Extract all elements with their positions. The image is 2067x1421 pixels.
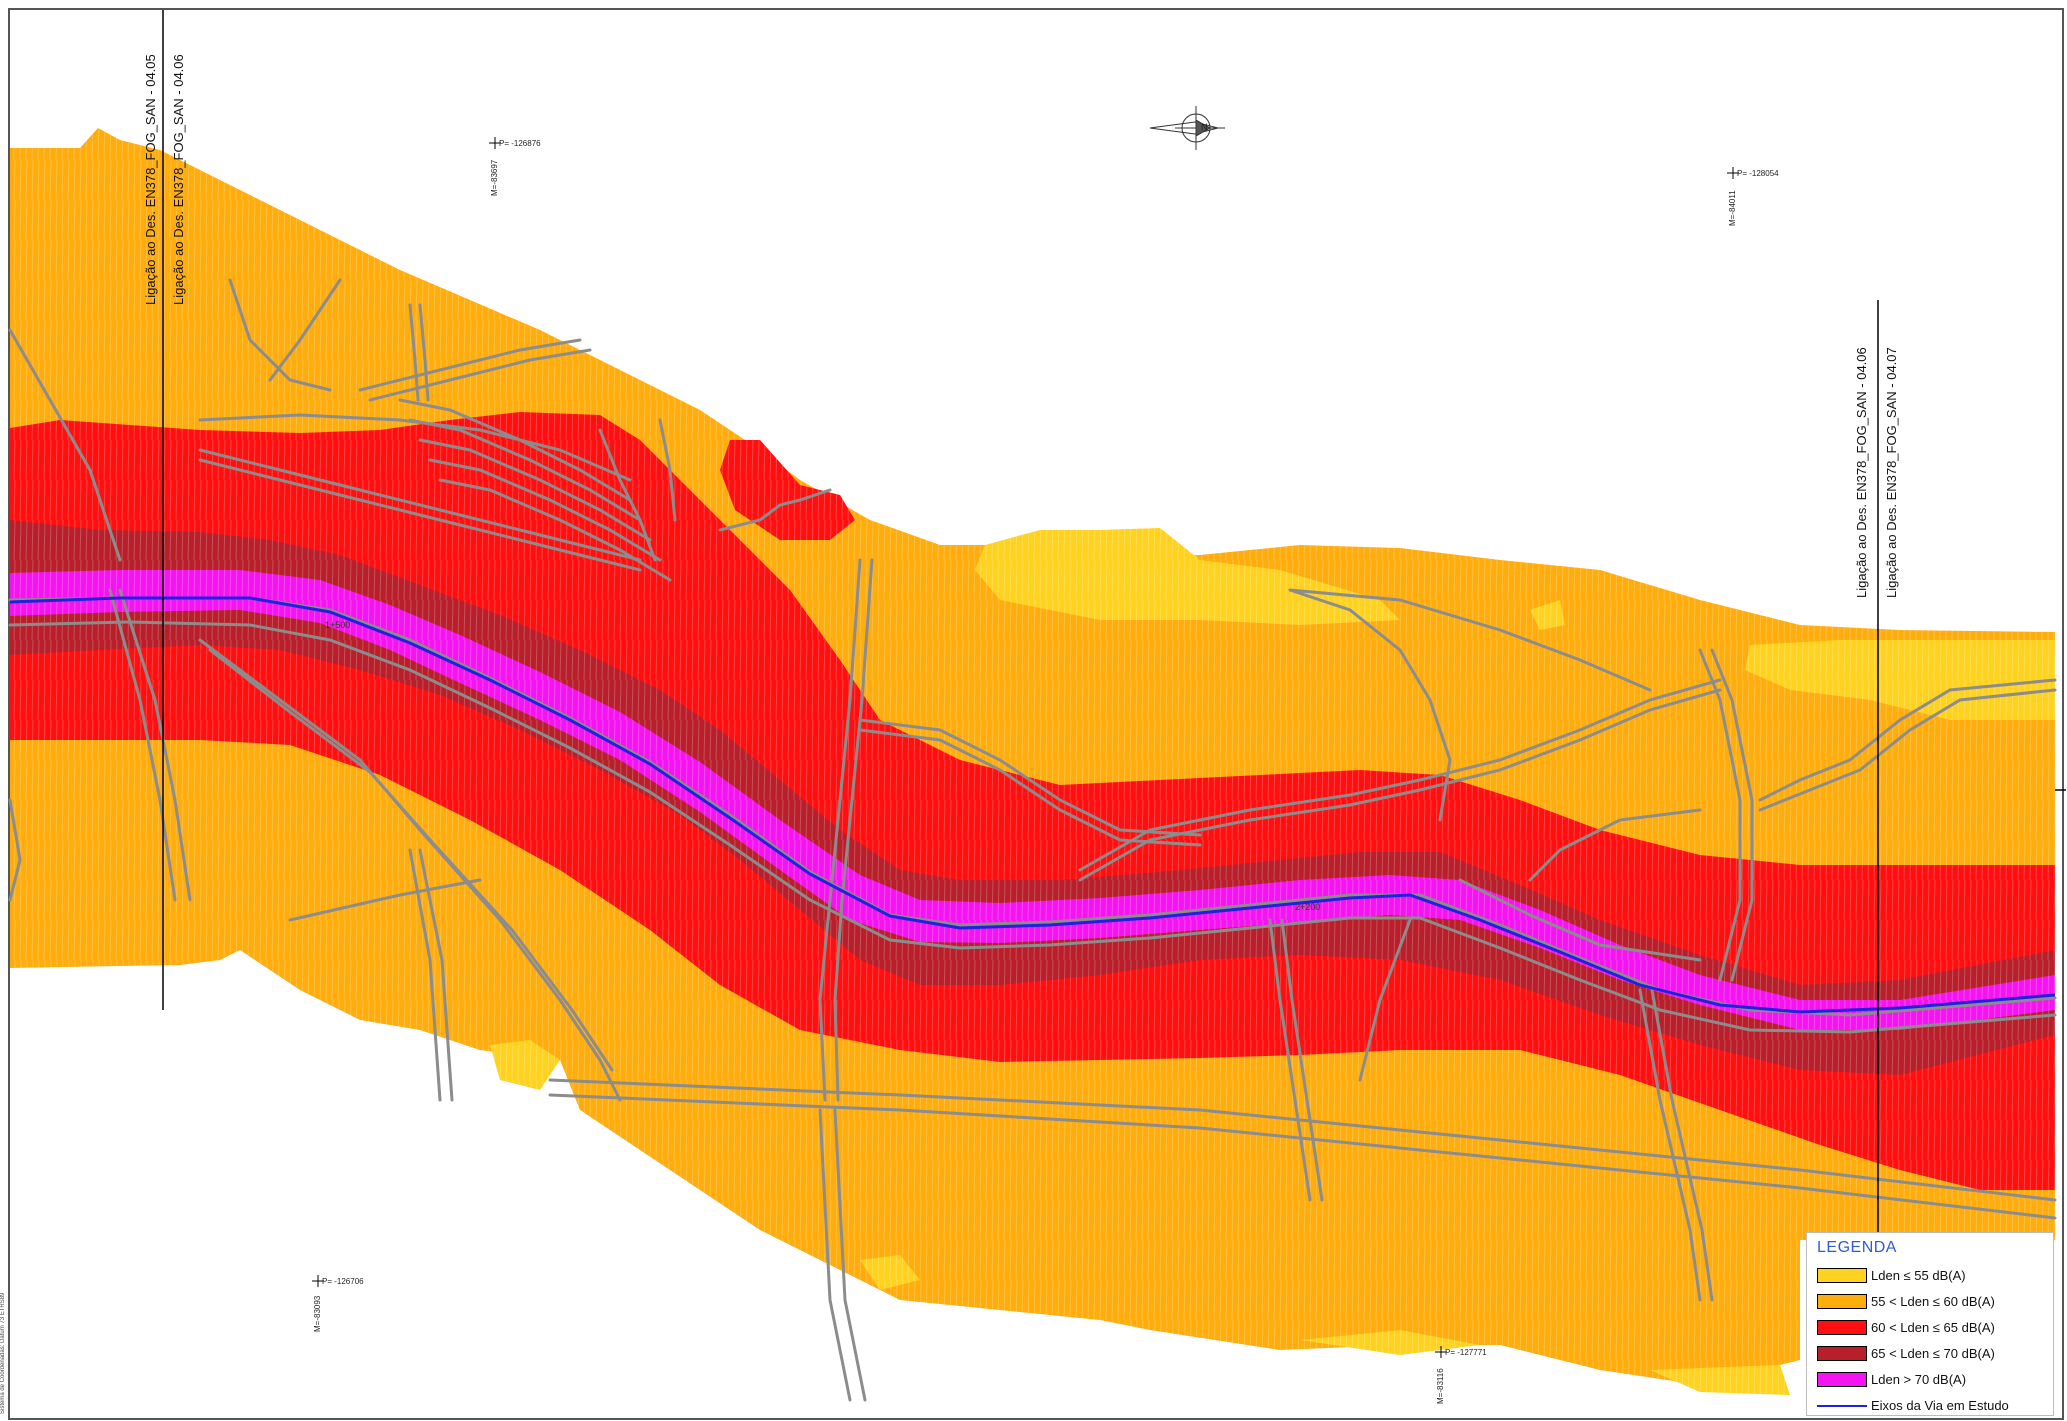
legend-swatch [1817, 1293, 1867, 1309]
legend-label: 55 < Lden ≤ 60 dB(A) [1871, 1293, 1995, 1309]
map-frame [8, 8, 2064, 1420]
legend-label: Eixos da Via em Estudo [1871, 1397, 2009, 1413]
section-label: Ligação ao Des. EN378_FOG_SAN - 04.06 [171, 54, 186, 305]
coordinate-label: P= -126706 [322, 1277, 364, 1286]
legend-label: 60 < Lden ≤ 65 dB(A) [1871, 1319, 1995, 1335]
legend-swatch [1817, 1371, 1867, 1387]
coordinate-marker [312, 137, 1739, 1358]
north-arrow-icon [1149, 106, 1225, 150]
legend-swatch [1817, 1267, 1867, 1283]
legend-item: Lden > 70 dB(A) [1817, 1366, 2043, 1392]
section-label: Ligação ao Des. EN378_FOG_SAN - 04.06 [1854, 347, 1869, 598]
coordinate-label: M=-83697 [490, 159, 499, 196]
section-label: Ligação ao Des. EN378_FOG_SAN - 04.05 [143, 54, 158, 305]
legend: LEGENDA Lden ≤ 55 dB(A) 55 < Lden ≤ 60 d… [1806, 1232, 2054, 1416]
legend-label: Lden ≤ 55 dB(A) [1871, 1267, 1966, 1283]
coordinate-label: P= -127771 [1445, 1348, 1487, 1357]
coordinate-system-note: Sistema de Coordenadas: Datum 73 ETRS89 [0, 1292, 6, 1414]
legend-item: 65 < Lden ≤ 70 dB(A) [1817, 1340, 2043, 1366]
legend-line-swatch [1817, 1398, 1867, 1413]
chainage-label: 1+500 [325, 620, 351, 630]
coordinate-label: P= -126876 [499, 139, 541, 148]
legend-swatch [1817, 1319, 1867, 1335]
legend-item: Eixos da Via em Estudo [1817, 1392, 2043, 1418]
coordinate-label: P= -128054 [1737, 169, 1779, 178]
legend-label: Lden > 70 dB(A) [1871, 1371, 1967, 1387]
legend-item: 55 < Lden ≤ 60 dB(A) [1817, 1288, 2043, 1314]
legend-label: 65 < Lden ≤ 70 dB(A) [1871, 1345, 1995, 1361]
legend-title: LEGENDA [1817, 1239, 1897, 1256]
legend-item: Lden ≤ 55 dB(A) [1817, 1262, 2043, 1288]
legend-swatch [1817, 1345, 1867, 1361]
coordinate-label: M=-84011 [1728, 190, 1737, 226]
section-label: Ligação ao Des. EN378_FOG_SAN - 04.07 [1884, 347, 1899, 598]
chainage-label: 2+200 [1295, 902, 1321, 912]
coordinate-label: M=-83093 [313, 1295, 322, 1332]
road-network [8, 278, 2057, 1402]
legend-item: 60 < Lden ≤ 65 dB(A) [1817, 1314, 2043, 1340]
road-axis-line [9, 596, 2056, 1014]
north-letter: N [1201, 122, 1208, 132]
coordinate-label: M=-83116 [1436, 1368, 1445, 1404]
